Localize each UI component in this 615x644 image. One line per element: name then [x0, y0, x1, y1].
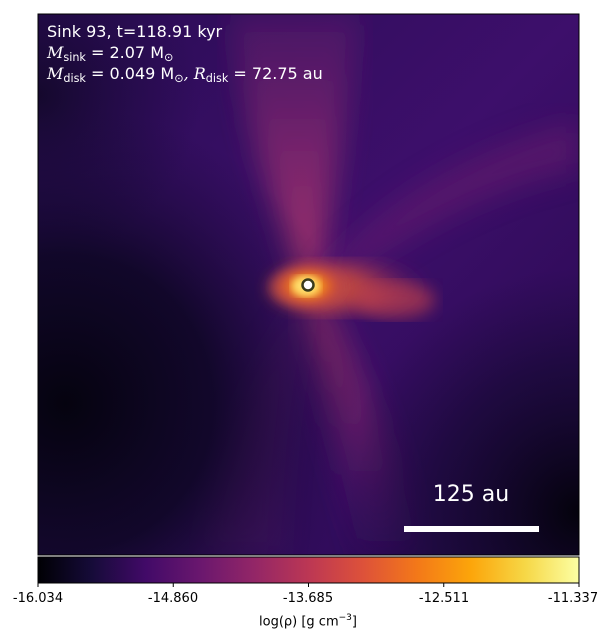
- scale-bar-label: 125 au: [432, 482, 510, 507]
- disk-properties: Mdisk = 0.049 M⊙, Rdisk = 72.75 au: [47, 64, 323, 85]
- density-map: [38, 14, 579, 555]
- colorbar-label: log(ρ) [g cm−3]: [259, 613, 357, 630]
- colorbar-tick-label: -11.337: [547, 591, 599, 606]
- colorbar-tick-label: -14.860: [147, 591, 199, 606]
- scale-bar: [404, 526, 539, 532]
- sink-mass: Msink = 2.07 M⊙: [47, 43, 174, 64]
- colorbar: [37, 556, 580, 587]
- colorbar-tick-label: -12.511: [418, 591, 470, 606]
- colorbar-tick-label: -16.034: [12, 591, 64, 606]
- sink-marker: [301, 278, 315, 292]
- colorbar-tick-label: -13.685: [282, 591, 334, 606]
- sink-title: Sink 93, t=118.91 kyr: [47, 22, 223, 41]
